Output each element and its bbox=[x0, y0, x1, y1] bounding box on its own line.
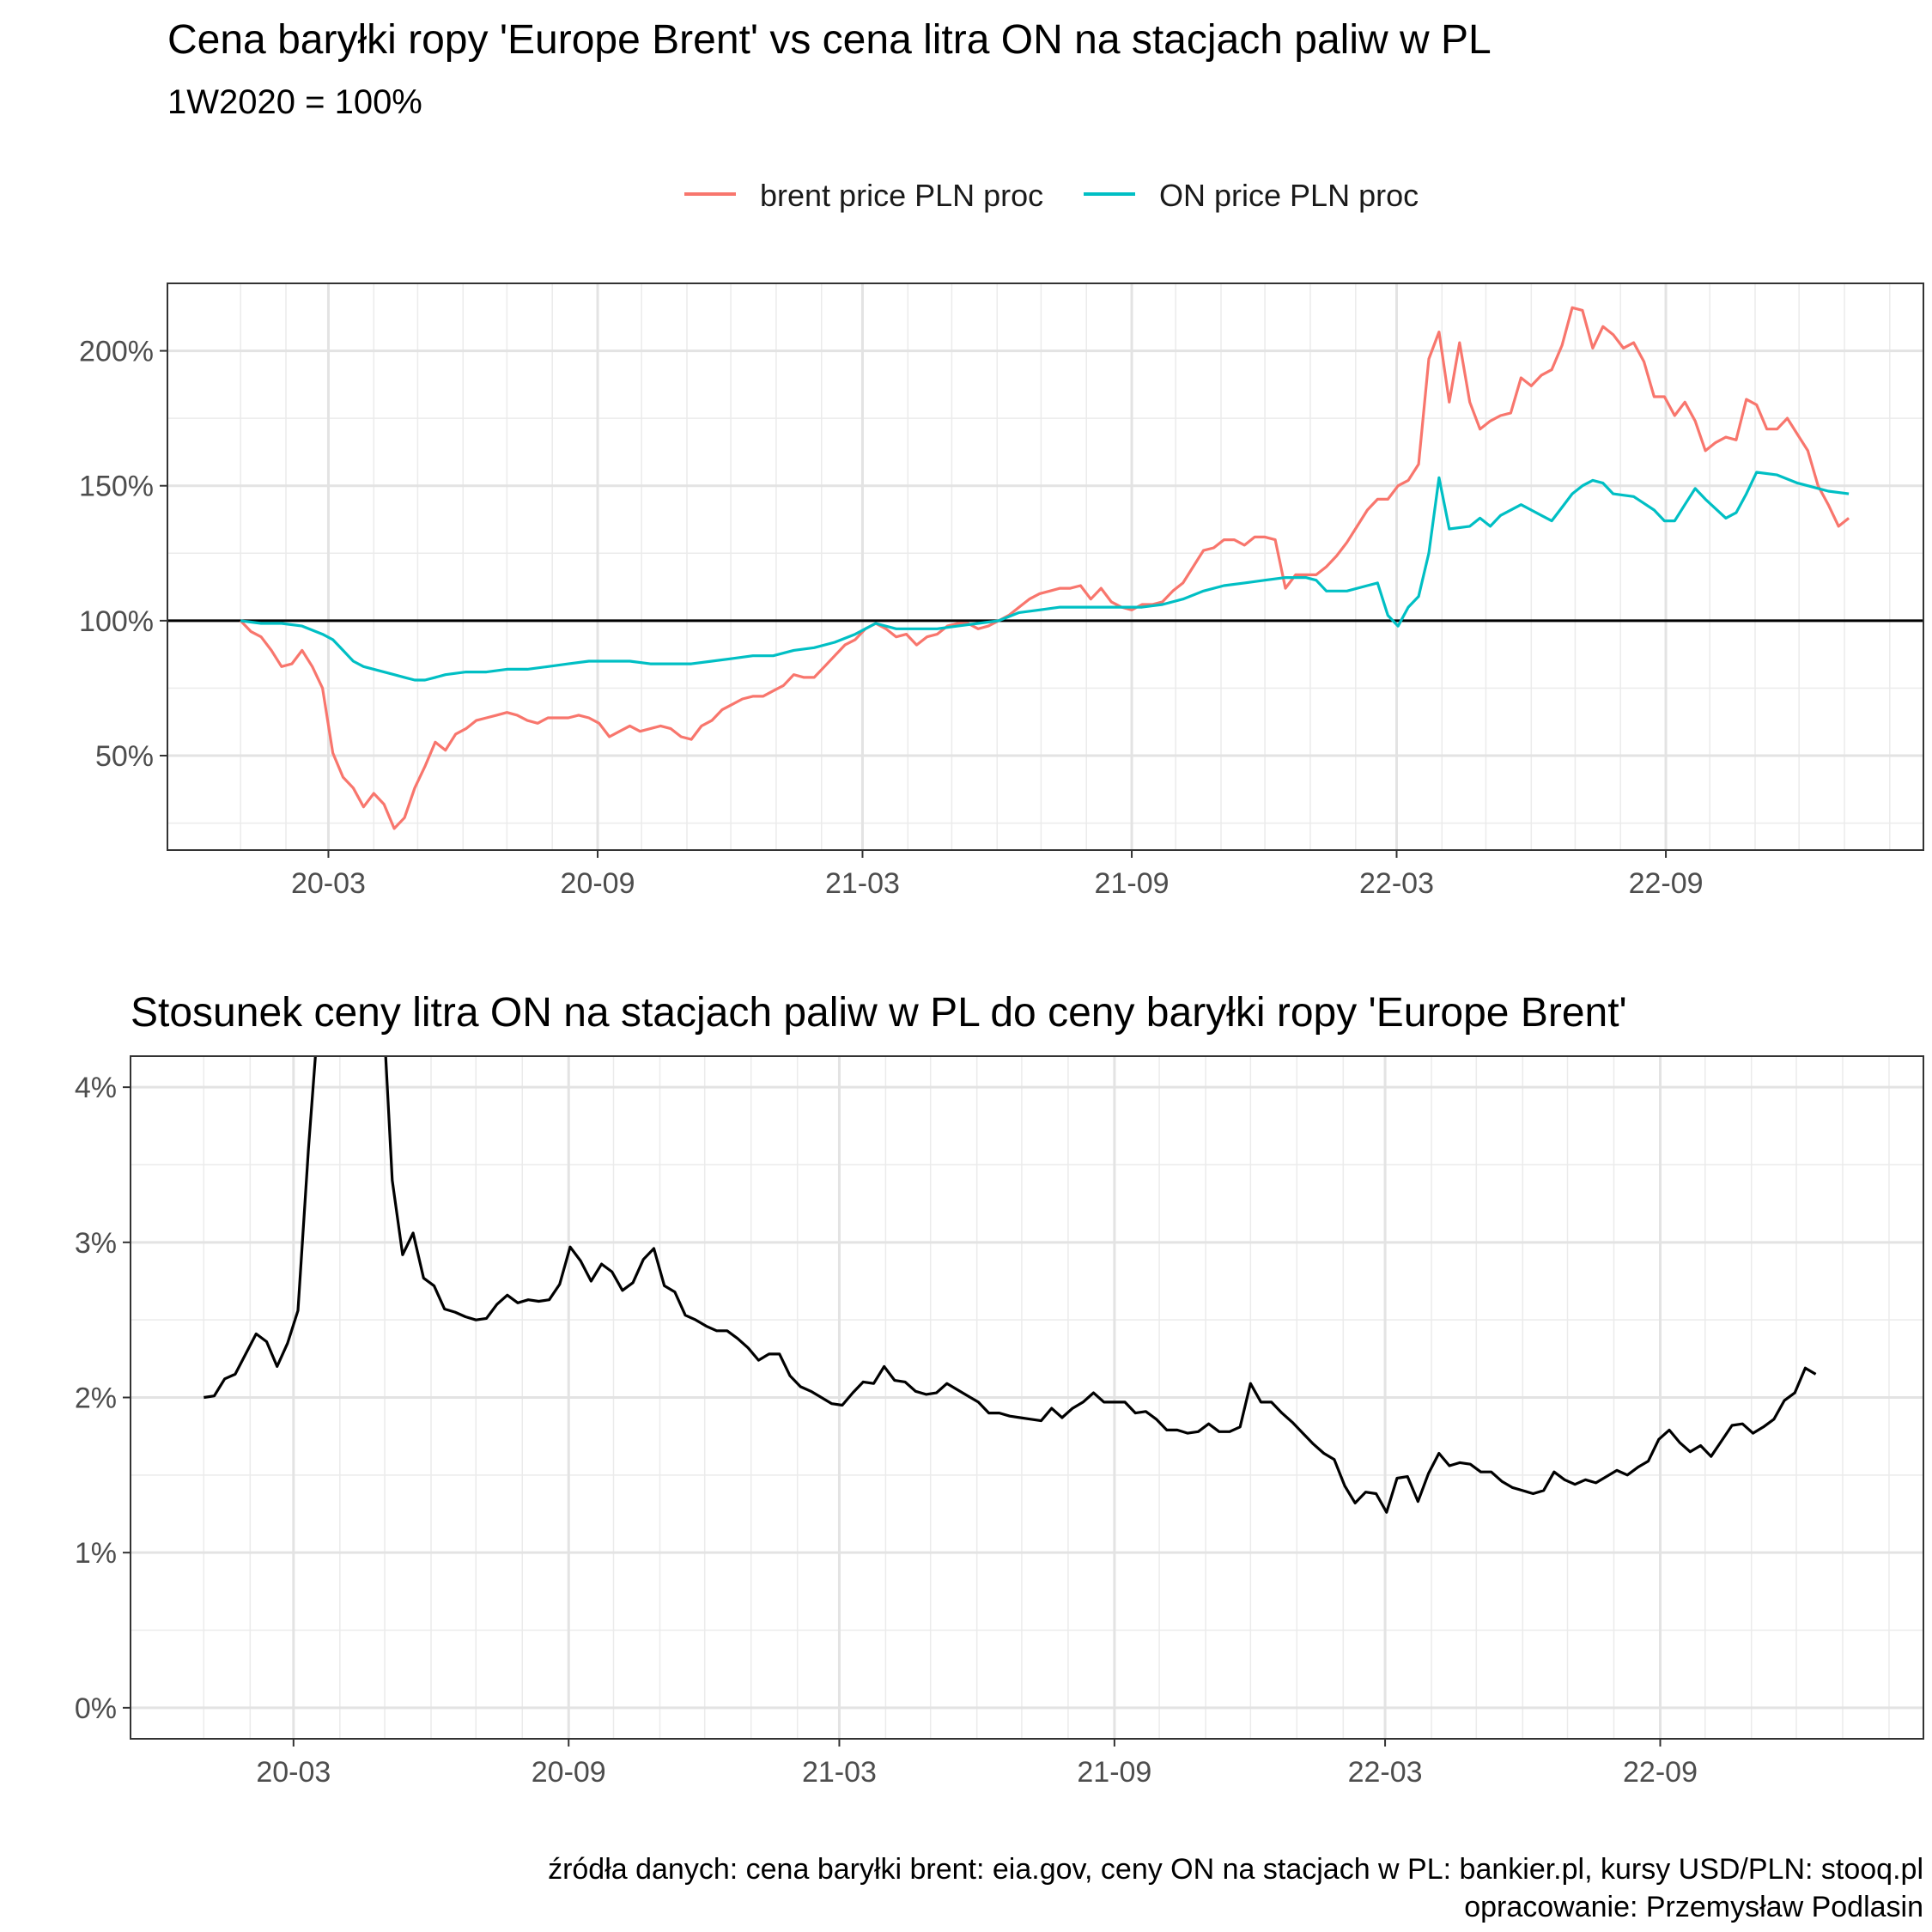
chart2-title: Stosunek ceny litra ON na stacjach paliw… bbox=[131, 990, 1627, 1036]
legend-on-label: ON price PLN proc bbox=[1159, 178, 1419, 213]
chart1-x-tick-label: 20-03 bbox=[291, 867, 366, 900]
chart1-y-tick-label: 50% bbox=[95, 740, 154, 773]
chart2-series-0-line bbox=[204, 1056, 1817, 1514]
chart1-x-tick-label: 20-09 bbox=[561, 867, 635, 900]
caption-sources: źródła danych: cena baryłki brent: eia.g… bbox=[548, 1853, 1923, 1886]
legend-brent-label: brent price PLN proc bbox=[760, 178, 1043, 213]
chart2-x-tick-label: 20-03 bbox=[256, 1756, 331, 1789]
chart2-y-tick-label: 3% bbox=[75, 1227, 117, 1260]
chart1-legend: brent price PLN proc ON price PLN proc bbox=[684, 178, 1419, 213]
chart1-subtitle: 1W2020 = 100% bbox=[167, 83, 422, 121]
chart1-x-tick-label: 22-09 bbox=[1629, 867, 1704, 900]
chart2-x-tick-label: 22-09 bbox=[1623, 1756, 1698, 1789]
chart1-x-tick-label: 21-03 bbox=[825, 867, 900, 900]
caption-author: opracowanie: Przemysław Podlasin bbox=[1464, 1891, 1923, 1923]
chart2-y-tick-label: 0% bbox=[75, 1692, 117, 1725]
chart2-y-tick-label: 2% bbox=[75, 1382, 117, 1415]
chart2-y-tick-label: 1% bbox=[75, 1537, 117, 1570]
chart1-y-tick-label: 200% bbox=[79, 336, 154, 368]
chart1-x-tick-label: 21-09 bbox=[1095, 867, 1170, 900]
chart1-series-1-line bbox=[240, 471, 1850, 682]
chart2-x-tick-label: 22-03 bbox=[1348, 1756, 1423, 1789]
chart2-x-tick-label: 21-09 bbox=[1077, 1756, 1151, 1789]
chart2-y-tick-label: 4% bbox=[75, 1072, 117, 1104]
chart1-panel-border bbox=[167, 283, 1924, 851]
chart1-plot: 50% 100% 150% 200% 20-03 20-09 21-03 21-09 22-03… bbox=[79, 283, 1924, 900]
chart1-y-tick-label: 100% bbox=[79, 605, 154, 638]
chart1-title: Cena baryłki ropy 'Europe Brent' vs cena… bbox=[167, 17, 1492, 63]
chart1-series-0-line bbox=[240, 306, 1850, 830]
chart1-y-tick-label: 150% bbox=[79, 471, 154, 503]
chart1-x-tick-label: 22-03 bbox=[1359, 867, 1434, 900]
chart2-x-tick-label: 20-09 bbox=[532, 1756, 606, 1789]
chart2-plot: 0% 1% 2% 3% 4% 20-03 20-09 21-03 21-09 22-03 22-09 bbox=[75, 1055, 1924, 1789]
chart2-panel-border bbox=[130, 1055, 1924, 1740]
chart2-x-tick-label: 21-03 bbox=[802, 1756, 877, 1789]
